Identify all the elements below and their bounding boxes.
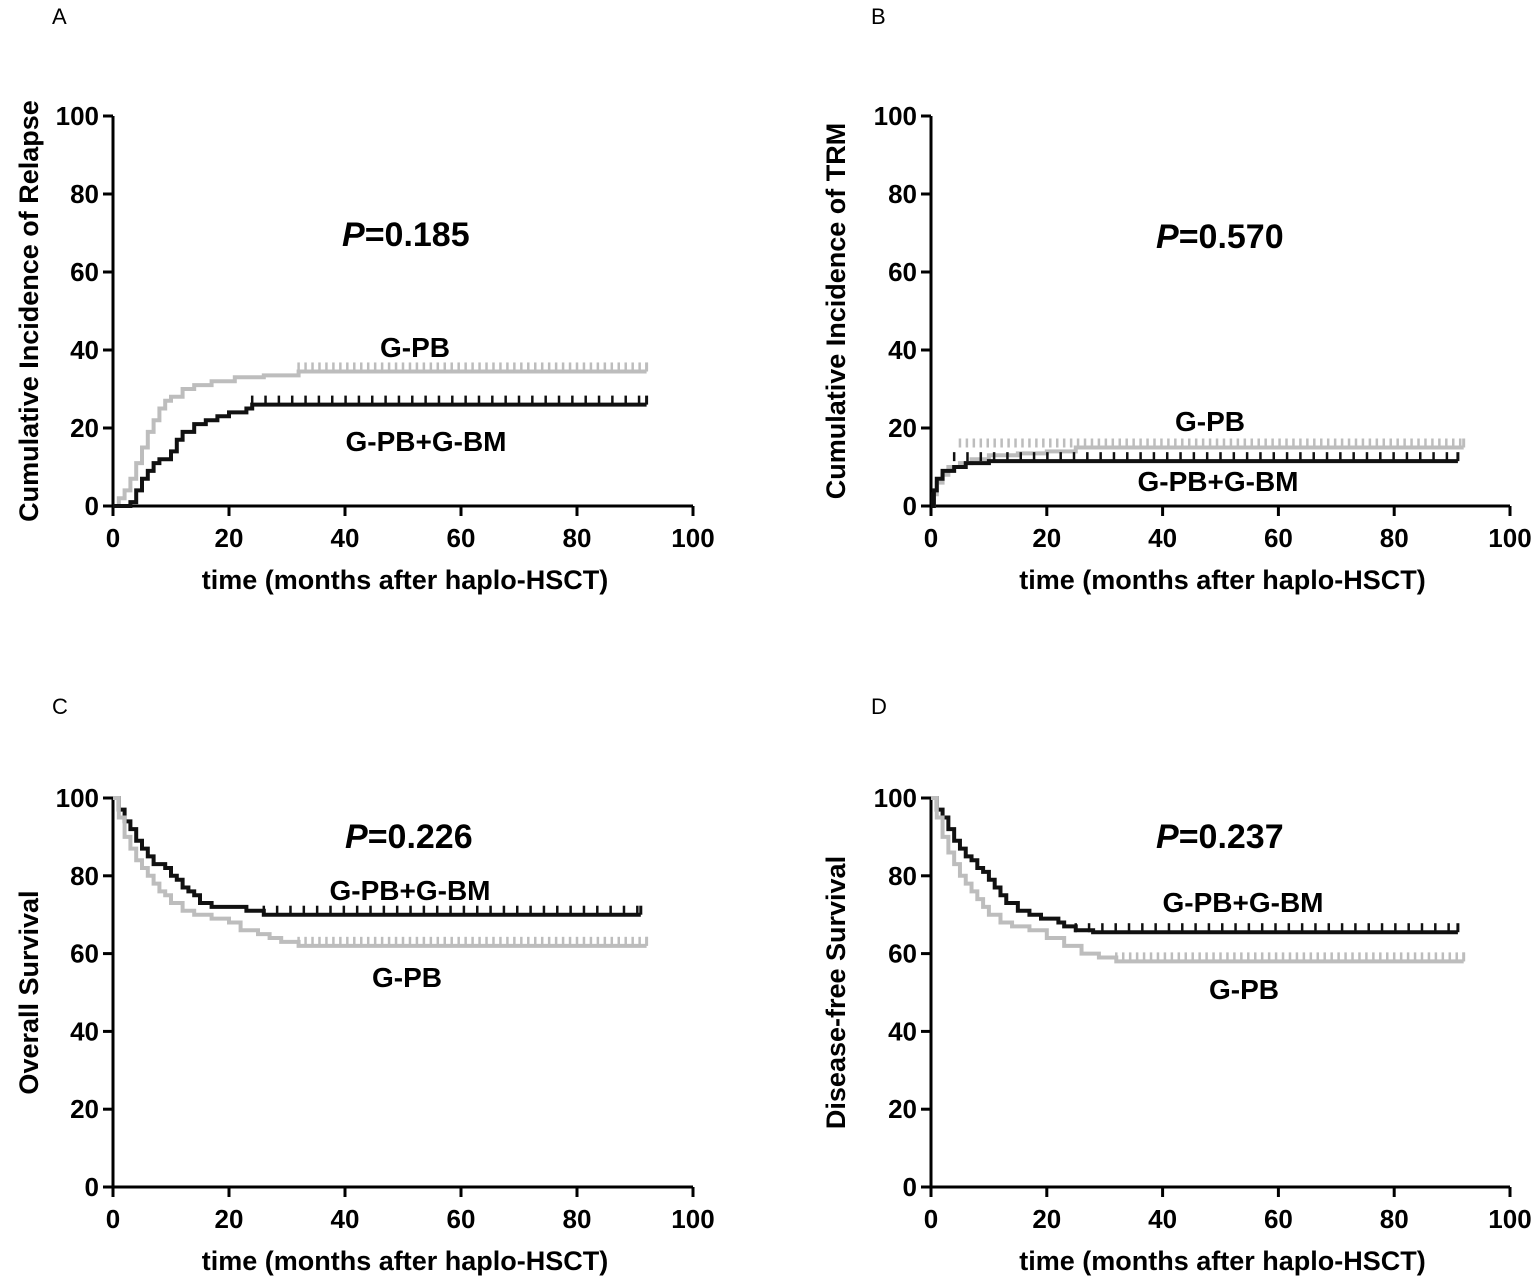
y-tick-label: 60 — [70, 257, 99, 287]
y-tick-label: 60 — [70, 939, 99, 969]
x-tick-label: 100 — [671, 523, 714, 553]
series-label: G-PB — [372, 962, 442, 993]
x-tick-label: 20 — [215, 1204, 244, 1234]
y-tick-label: 80 — [888, 179, 917, 209]
x-tick-label: 40 — [331, 1204, 360, 1234]
p-symbol: P — [1156, 818, 1179, 856]
x-tick-label: 0 — [924, 1204, 938, 1234]
y-tick-label: 60 — [888, 257, 917, 287]
y-tick-label: 100 — [874, 101, 917, 131]
panel-letter: D — [871, 694, 887, 719]
x-tick-label: 80 — [563, 523, 592, 553]
x-axis-label: time (months after haplo-HSCT) — [1019, 565, 1426, 595]
series-line — [113, 402, 647, 508]
p-symbol: P — [342, 216, 365, 254]
x-tick-label: 100 — [1488, 1204, 1531, 1234]
y-tick-label: 0 — [903, 1172, 917, 1202]
y-tick-label: 80 — [70, 861, 99, 891]
panel-d: D 0 20 40 60 80 100 0 20 40 60 80 100 time (months af… — [821, 694, 1532, 1276]
panel-b: B 0 20 40 60 80 100 0 20 40 60 80 100 time (months af… — [821, 4, 1532, 595]
y-tick-label: 0 — [85, 1172, 99, 1202]
series-label: G-PB+G-BM — [1138, 466, 1299, 497]
x-tick-label: 60 — [447, 523, 476, 553]
p-symbol: P — [345, 818, 368, 856]
p-value: =0.237 — [1179, 818, 1284, 856]
series-g-pb-g-bm — [931, 796, 1460, 935]
p-value-label: P=0.226 — [345, 818, 473, 856]
y-tick-label: 80 — [70, 179, 99, 209]
x-tick-label: 40 — [331, 523, 360, 553]
series-g-pb — [113, 362, 649, 508]
series-g-pb-g-bm — [113, 395, 649, 508]
series-line — [113, 796, 641, 917]
series-g-pb — [113, 796, 649, 948]
y-axis-label: Cumulative Incidence of TRM — [821, 123, 851, 500]
p-value-label: P=0.237 — [1156, 818, 1284, 856]
y-tick-label: 20 — [888, 413, 917, 443]
series-line — [931, 796, 1464, 964]
x-tick-label: 60 — [1264, 523, 1293, 553]
series-label: G-PB+G-BM — [330, 875, 491, 906]
series-label: G-PB+G-BM — [346, 426, 507, 457]
x-axis-label: time (months after haplo-HSCT) — [202, 1246, 609, 1276]
series-label: G-PB — [380, 332, 450, 363]
y-tick-label: 0 — [85, 491, 99, 521]
y-tick-label: 20 — [888, 1094, 917, 1124]
x-tick-label: 100 — [671, 1204, 714, 1234]
y-tick-label: 40 — [70, 1016, 99, 1046]
x-tick-label: 0 — [924, 523, 938, 553]
x-tick-label: 40 — [1148, 1204, 1177, 1234]
p-symbol: P — [1156, 218, 1179, 256]
series-label: G-PB+G-BM — [1163, 887, 1324, 918]
series-label: G-PB — [1209, 974, 1279, 1005]
series-line — [931, 459, 1458, 508]
x-tick-label: 80 — [1380, 523, 1409, 553]
x-tick-label: 40 — [1148, 523, 1177, 553]
x-axis-label: time (months after haplo-HSCT) — [1019, 1246, 1426, 1276]
x-tick-label: 0 — [106, 1204, 120, 1234]
x-axis-label: time (months after haplo-HSCT) — [202, 565, 609, 595]
y-axis-label: Overall Survival — [14, 890, 44, 1094]
y-axis-label: Disease-free Survival — [821, 856, 851, 1129]
x-tick-label: 100 — [1488, 523, 1531, 553]
p-value: =0.226 — [368, 818, 473, 856]
series-line — [931, 796, 1458, 935]
y-tick-label: 100 — [56, 783, 99, 813]
series-g-pb-g-bm — [113, 796, 643, 917]
panel-letter: C — [52, 694, 68, 719]
x-tick-label: 20 — [215, 523, 244, 553]
y-tick-label: 60 — [888, 939, 917, 969]
x-tick-label: 20 — [1032, 1204, 1061, 1234]
series-label: G-PB — [1175, 406, 1245, 437]
y-tick-label: 100 — [56, 101, 99, 131]
x-tick-label: 60 — [447, 1204, 476, 1234]
series-line — [113, 796, 647, 948]
panel-a: A 0 20 40 60 80 100 0 20 40 60 80 100 time (months af… — [14, 4, 715, 595]
series-line — [113, 369, 647, 508]
y-tick-label: 100 — [874, 783, 917, 813]
p-value: =0.570 — [1179, 218, 1284, 256]
series-g-pb — [931, 796, 1466, 964]
y-tick-label: 40 — [888, 1016, 917, 1046]
p-value-label: P=0.185 — [342, 216, 470, 254]
panel-letter: A — [52, 4, 67, 29]
panel-c: C 0 20 40 60 80 100 0 20 40 60 80 100 time (months af… — [14, 694, 715, 1276]
y-tick-label: 40 — [888, 335, 917, 365]
x-tick-label: 60 — [1264, 1204, 1293, 1234]
x-tick-label: 0 — [106, 523, 120, 553]
p-value-label: P=0.570 — [1156, 218, 1284, 256]
panel-letter: B — [871, 4, 886, 29]
p-value: =0.185 — [365, 216, 470, 254]
y-tick-label: 40 — [70, 335, 99, 365]
y-tick-label: 20 — [70, 413, 99, 443]
series-g-pb-g-bm — [931, 452, 1460, 508]
y-tick-label: 80 — [888, 861, 917, 891]
x-tick-label: 80 — [563, 1204, 592, 1234]
x-tick-label: 80 — [1380, 1204, 1409, 1234]
y-tick-label: 0 — [903, 491, 917, 521]
x-tick-label: 20 — [1032, 523, 1061, 553]
y-tick-label: 20 — [70, 1094, 99, 1124]
y-axis-label: Cumulative Incidence of Relapse — [14, 100, 44, 522]
